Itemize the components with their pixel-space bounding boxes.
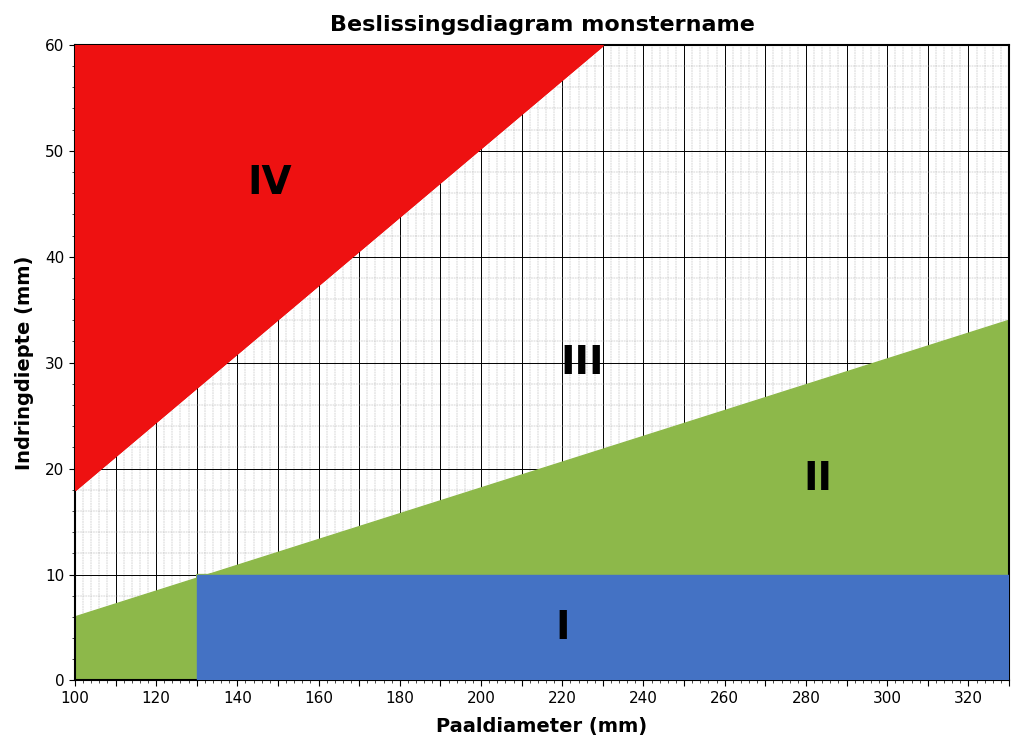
Text: II: II bbox=[804, 460, 833, 498]
Polygon shape bbox=[75, 321, 1009, 680]
Polygon shape bbox=[75, 45, 603, 490]
Y-axis label: Indringdiepte (mm): Indringdiepte (mm) bbox=[15, 255, 34, 470]
Text: IV: IV bbox=[248, 164, 292, 201]
X-axis label: Paaldiameter (mm): Paaldiameter (mm) bbox=[436, 717, 647, 736]
Text: III: III bbox=[561, 344, 604, 382]
Text: I: I bbox=[555, 608, 569, 647]
Title: Beslissingsdiagram monstername: Beslissingsdiagram monstername bbox=[330, 15, 755, 35]
Polygon shape bbox=[197, 575, 1009, 680]
Polygon shape bbox=[75, 45, 603, 490]
